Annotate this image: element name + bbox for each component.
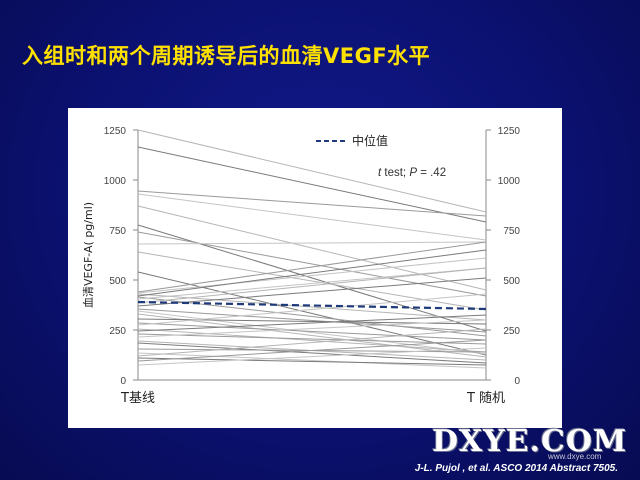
y-tick-label-right: 0 <box>514 376 520 387</box>
patient-line <box>137 224 487 332</box>
y-tick-label-right: 1000 <box>498 176 521 187</box>
x-tick-label-baseline: T基线 <box>120 391 155 406</box>
ttest-t: t <box>378 167 382 179</box>
patient-line <box>137 339 487 362</box>
patient-line <box>137 267 487 300</box>
x-tick-label-random: T 随机 <box>466 391 505 406</box>
slide-title: 入组时和两个周期诱导后的血清VEGF水平 <box>22 44 431 68</box>
citation: J-L. Pujol , et al. ASCO 2014 Abstract 7… <box>414 463 618 474</box>
patient-line <box>137 319 487 338</box>
ttest-p-label: P <box>409 167 417 179</box>
patient-line <box>137 313 487 358</box>
y-axis-label: 血清VEGF-A( pg/ml) <box>81 202 95 308</box>
ttest-text: test; <box>381 167 409 179</box>
patient-line <box>137 190 487 217</box>
y-tick-label-left: 750 <box>109 226 126 237</box>
patient-line <box>137 347 487 366</box>
y-tick-label-left: 1000 <box>104 176 127 187</box>
y-tick-label-left: 1250 <box>104 126 127 137</box>
patient-lines <box>137 129 487 369</box>
median-line-group <box>137 300 487 311</box>
ttest-annotation: t test; P = .42 <box>378 167 446 179</box>
patient-line <box>137 251 487 311</box>
axes <box>133 129 491 381</box>
patient-line <box>137 310 487 355</box>
y-tick-label-right: 750 <box>503 226 520 237</box>
patient-line <box>137 333 487 345</box>
chart-panel: 0 0 250 250 500 500 750 750 1000 1000 1250 1250 T基线 T… <box>68 108 562 428</box>
median-line <box>137 300 487 311</box>
y-tick-label-left: 0 <box>120 376 126 387</box>
y-tick-label-left: 250 <box>109 326 126 337</box>
y-tick-label-left: 500 <box>109 276 126 287</box>
patient-line <box>137 328 487 353</box>
patient-line <box>137 308 487 333</box>
patient-line <box>137 249 487 297</box>
patient-line <box>137 277 487 307</box>
patient-line <box>137 241 487 245</box>
patient-line <box>137 193 487 241</box>
patient-line <box>137 205 487 291</box>
y-tick-label-right: 250 <box>503 326 520 337</box>
patient-line <box>137 267 487 304</box>
vegf-line-chart: 0 0 250 250 500 500 750 750 1000 1000 1250 1250 T基线 T… <box>81 126 520 406</box>
patient-line <box>137 241 487 293</box>
patient-line <box>137 342 487 364</box>
patient-line <box>137 146 487 223</box>
patient-line <box>137 271 487 356</box>
legend-median-label: 中位值 <box>352 133 388 148</box>
ttest-p-value: = .42 <box>417 167 446 179</box>
patient-line <box>137 314 487 332</box>
patient-line <box>137 357 487 366</box>
chart-labels: 0 0 250 250 500 500 750 750 1000 1000 1250 1250 T基线 T… <box>81 126 520 406</box>
y-tick-label-right: 1250 <box>498 126 521 137</box>
watermark-logo: DXYE.COM <box>432 424 628 459</box>
patient-line <box>137 129 487 213</box>
patient-line <box>137 293 487 321</box>
patient-line <box>137 257 487 294</box>
patient-line <box>137 322 487 341</box>
y-tick-label-right: 500 <box>503 276 520 287</box>
watermark-subtext: www.dxye.com <box>548 452 602 461</box>
patient-line <box>137 352 487 369</box>
patient-line <box>137 293 487 326</box>
patient-line <box>137 231 487 297</box>
patient-line <box>137 328 487 357</box>
